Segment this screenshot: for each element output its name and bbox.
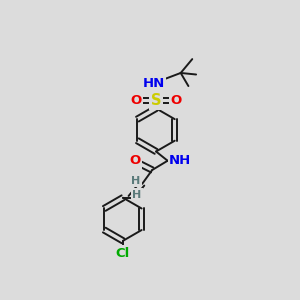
Text: HN: HN (142, 77, 165, 90)
Text: H: H (132, 190, 141, 200)
Text: Cl: Cl (116, 247, 130, 260)
Text: O: O (130, 94, 142, 107)
Text: H: H (131, 176, 141, 186)
Text: NH: NH (169, 154, 191, 167)
Text: O: O (170, 94, 182, 107)
Text: S: S (151, 93, 161, 108)
Text: O: O (130, 154, 141, 167)
